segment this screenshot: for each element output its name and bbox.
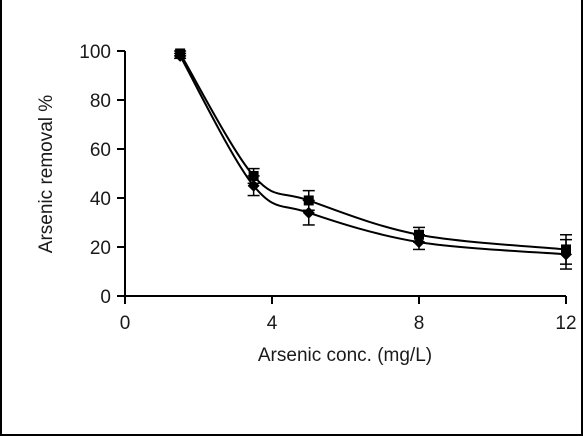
x-tick-label: 12 [555, 313, 576, 334]
x-axis-title: Arsenic conc. (mg/L) [258, 345, 432, 366]
x-tick-label: 4 [267, 313, 278, 334]
y-tick-label: 60 [90, 140, 111, 161]
data-point-diamond [560, 248, 572, 261]
data-point-diamond [302, 206, 315, 219]
chart-axes [124, 51, 566, 297]
y-tick-label: 80 [90, 91, 111, 112]
x-tick-label: 0 [120, 313, 131, 334]
data-point-diamond [174, 49, 187, 62]
y-tick-label: 0 [100, 287, 111, 308]
y-tick-label: 40 [90, 189, 111, 210]
x-tick-label: 8 [414, 313, 425, 334]
y-axis-title: Arsenic removal % [36, 95, 57, 253]
plot-area [174, 48, 572, 270]
x-ticks: 0 4 8 12 [120, 296, 577, 334]
series-2 [174, 49, 572, 270]
data-point-diamond [413, 236, 425, 249]
data-point-diamond [247, 179, 260, 192]
y-tick-label: 20 [90, 238, 111, 259]
series-line [179, 52, 567, 251]
y-tick-label: 100 [79, 42, 111, 63]
y-ticks: 0 20 40 60 80 100 [79, 42, 125, 308]
